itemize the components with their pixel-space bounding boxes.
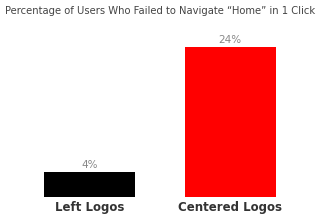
Text: 24%: 24% (219, 35, 242, 45)
Title: Percentage of Users Who Failed to Navigate “Home” in 1 Click: Percentage of Users Who Failed to Naviga… (5, 6, 315, 16)
Text: 4%: 4% (82, 160, 98, 170)
Bar (185, 47, 276, 197)
Bar (44, 172, 135, 197)
